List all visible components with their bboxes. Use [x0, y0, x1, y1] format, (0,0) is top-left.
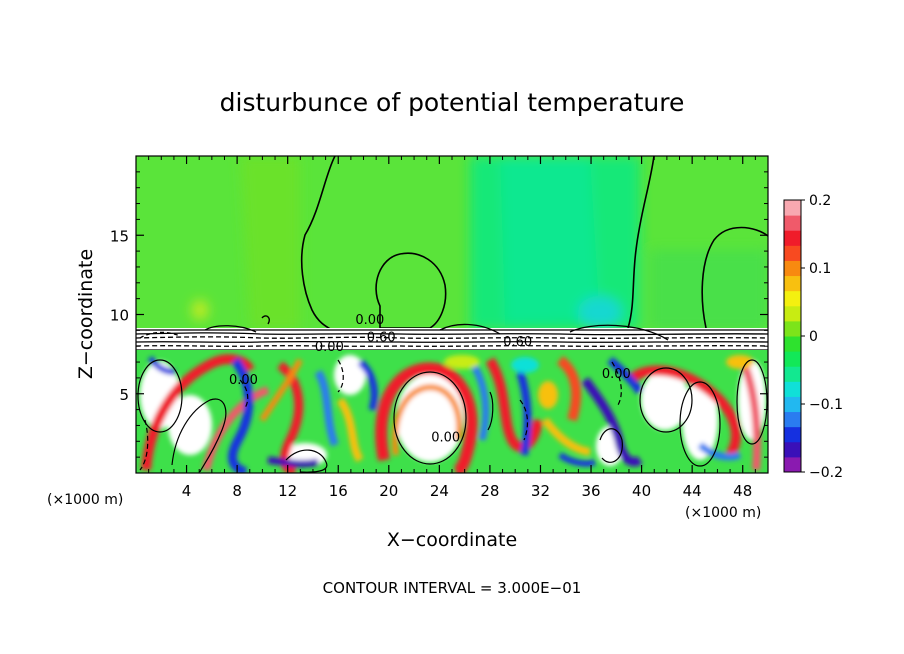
colorbar-swatch — [784, 396, 801, 413]
x-tick-label: 40 — [632, 482, 651, 500]
contour-label: 0.60 — [503, 335, 532, 350]
contour-label: 0.60 — [367, 330, 396, 345]
contour-label: 0.00 — [229, 373, 258, 388]
x-axis: 4 8 12 16 20 24 28 32 36 40 44 48 — [148, 156, 756, 500]
colorbar-swatch — [784, 381, 801, 397]
colorbar-tick-label: −0.2 — [809, 465, 843, 481]
colorbar-swatch — [784, 230, 801, 246]
colorbar-swatch — [784, 245, 801, 261]
stable-layer — [136, 328, 768, 350]
colorbar-tick-label: 0.2 — [809, 193, 831, 209]
x-tick-label: 24 — [430, 482, 449, 500]
x-tick-label: 12 — [278, 482, 297, 500]
colorbar-swatch — [784, 275, 801, 292]
colorbar-swatch — [784, 200, 801, 216]
colorbar-swatch — [784, 336, 801, 352]
y-tick-label: 5 — [119, 386, 129, 404]
x-tick-label: 44 — [683, 482, 702, 500]
x-tick-label: 4 — [182, 482, 192, 500]
colorbar-swatch — [784, 351, 801, 367]
colorbar-tick-label: −0.1 — [809, 397, 843, 413]
contour-label: 0.00 — [355, 313, 384, 328]
colorbar-swatch — [784, 305, 801, 322]
colorbar-swatch — [784, 215, 801, 231]
x-tick-label: 8 — [232, 482, 242, 500]
heatmap-field: 0.00 0.60 0.00 0.60 0.00 0.00 0.00 — [136, 156, 768, 473]
colorbar-swatch — [784, 366, 801, 382]
contour-interval-note: CONTOUR INTERVAL = 3.000E−01 — [323, 579, 582, 597]
y-axis-label: Z−coordinate — [75, 249, 97, 379]
x-tick-label: 36 — [581, 482, 600, 500]
x-tick-label: 16 — [329, 482, 348, 500]
colorbar-tick-label: 0 — [809, 329, 818, 345]
x-axis-label: X−coordinate — [387, 529, 517, 551]
x-tick-label: 32 — [531, 482, 550, 500]
colorbar: 0.2 0.1 0 −0.1 −0.2 — [783, 193, 843, 481]
x-unit-left: (×1000 m) — [47, 492, 123, 508]
colorbar-tick-label: 0.1 — [809, 261, 831, 277]
contour-label: 0.00 — [431, 430, 460, 445]
x-unit-right: (×1000 m) — [685, 505, 761, 521]
colorbar-swatch — [784, 260, 801, 277]
colorbar-swatch — [784, 441, 801, 458]
y-tick-label: 15 — [110, 227, 129, 245]
x-tick-label: 20 — [379, 482, 398, 500]
x-tick-label: 48 — [733, 482, 752, 500]
colorbar-swatch — [784, 456, 801, 473]
contour-label: 0.00 — [602, 367, 631, 382]
colorbar-swatch — [784, 426, 801, 443]
y-tick-label: 10 — [110, 307, 129, 325]
x-tick-label: 28 — [480, 482, 499, 500]
colorbar-swatch — [784, 411, 801, 428]
colorbar-swatch — [784, 320, 801, 337]
colorbar-swatch — [784, 290, 801, 307]
chart-title: disturbunce of potential temperature — [220, 88, 685, 117]
contour-labels: 0.00 0.60 0.00 0.60 0.00 0.00 0.00 — [229, 313, 631, 445]
contour-label: 0.00 — [315, 340, 344, 355]
y-axis: 5 10 15 — [110, 171, 768, 458]
